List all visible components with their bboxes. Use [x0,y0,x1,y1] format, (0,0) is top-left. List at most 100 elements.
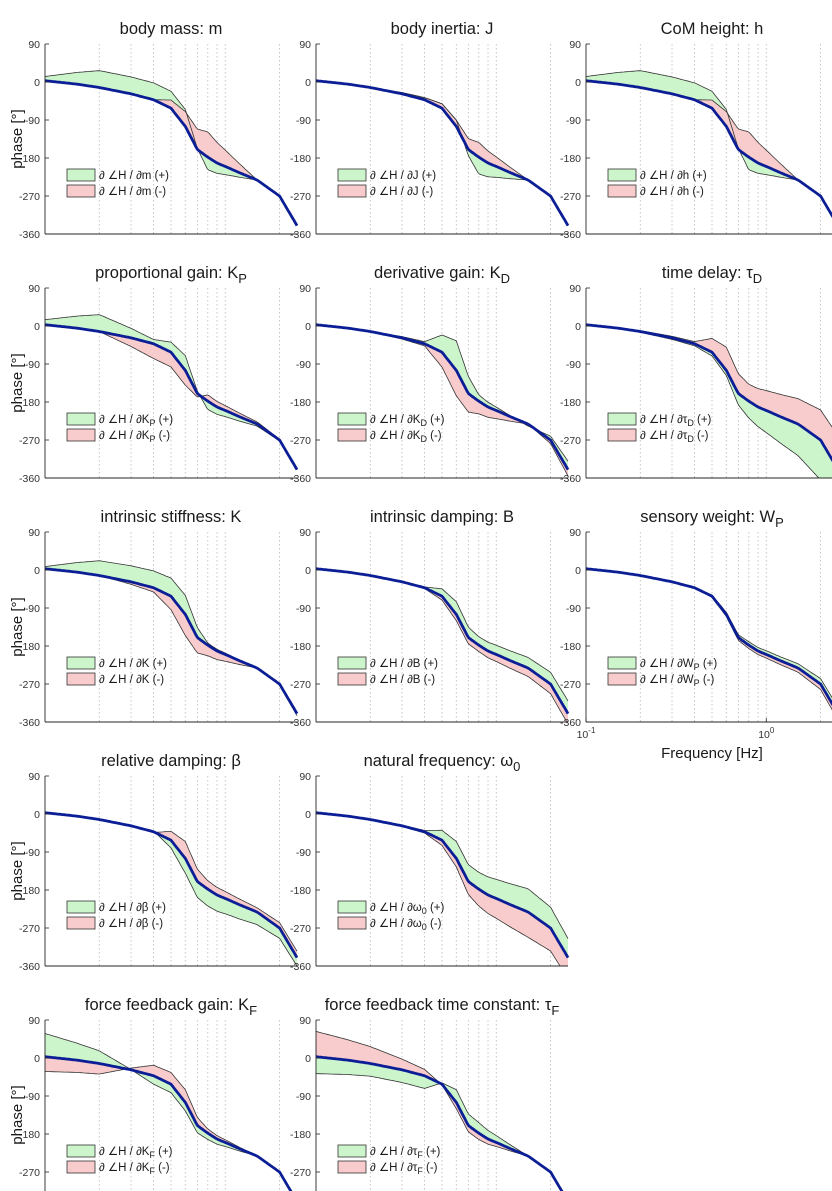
panel-8: intrinsic damping: B 90 0 -90 -180 -270 -360 ∂ … [290,508,570,729]
legend-label-minus: ∂ ∠H / ∂ω0 (-) [370,918,442,932]
legend-tail: (-) [155,1162,170,1174]
legend-swatch-plus [66,900,96,914]
legend-subscript: D [687,418,694,428]
nominal-phase-line [44,79,299,227]
legend-tail: (+) [427,414,445,426]
panel-title: time delay: τD [662,264,762,286]
legend-swatch-plus [337,656,367,670]
legend-label-minus: ∂ ∠H / ∂τD (-) [640,430,709,444]
legend-swatch-plus [337,412,367,426]
legend-swatch-minus [337,184,367,198]
legend-text: ∂ ∠H / ∂ω [370,902,422,914]
y-tick-label: -90 [296,359,311,371]
legend-swatch-plus [607,168,637,182]
plus-band [586,70,832,216]
y-tick-label: 0 [305,1053,311,1065]
legend-subscript: F [149,1150,155,1160]
legend-swatch-minus [66,184,96,198]
y-tick-label: -180 [560,641,581,653]
nominal-phase-line [44,1055,293,1191]
y-tick-label: 90 [299,1015,311,1027]
y-tick-label: 0 [305,809,311,821]
minus-band [45,1056,291,1191]
legend-text: ∂ ∠H / ∂J (+) [370,170,436,182]
legend-swatch-minus [66,1160,96,1174]
nominal-phase-line [44,567,299,715]
legend-label-minus: ∂ ∠H / ∂KP (-) [99,430,170,444]
y-tick-label: 0 [575,77,581,89]
panel-title-text: intrinsic damping: B [370,508,514,526]
panel-title: sensory weight: WP [640,508,783,530]
legend-text: ∂ ∠H / ∂B (+) [370,658,438,670]
y-tick-label: -360 [560,717,581,729]
plus-band [586,324,832,478]
legend-tail: (+) [694,414,712,426]
legend-text: ∂ ∠H / ∂K (+) [99,658,167,670]
legend-label-plus: ∂ ∠H / ∂ω0 (+) [370,902,445,916]
nominal-phase-line [585,567,832,707]
y-tick-label: -270 [290,191,311,203]
y-tick-label: -180 [290,1129,311,1141]
y-tick-label: 90 [299,39,311,51]
y-tick-label: 90 [28,771,40,783]
legend-subscript: F [417,1166,423,1176]
legend-text: ∂ ∠H / ∂J (-) [370,186,433,198]
legend-label-plus: ∂ ∠H / ∂K (+) [99,658,167,670]
panel-title: force feedback gain: KF [85,996,257,1018]
y-tick-label: 90 [28,527,40,539]
y-tick-label: -360 [19,473,40,485]
y-tick-label: 0 [34,565,40,577]
legend-swatch-plus [66,168,96,182]
x-tick-base: 10 [758,729,770,741]
legend-text: ∂ ∠H / ∂W [640,658,694,670]
legend-swatch-minus [607,184,637,198]
y-tick-label: -180 [290,641,311,653]
legend-swatch-minus [337,672,367,686]
legend-subscript: P [149,434,155,444]
y-tick-label: -180 [560,397,581,409]
y-tick-label: -270 [19,923,40,935]
y-axis-label: phase [°] [9,353,26,412]
x-tick-exponent: -1 [588,726,596,735]
legend-text: ∂ ∠H / ∂β (+) [99,902,166,914]
x-tick-base: 10 [577,729,589,741]
panel-title-text: time delay: τ [662,264,753,282]
y-axis-label: phase [°] [9,109,26,168]
plus-band [45,1033,291,1191]
legend-swatch-plus [66,1144,96,1158]
y-tick-label: -90 [25,1091,40,1103]
y-tick-label: 0 [34,321,40,333]
legend-text: ∂ ∠H / ∂h (-) [640,186,704,198]
legend-label-plus: ∂ ∠H / ∂τD (+) [640,414,712,428]
panel-title-text: natural frequency: ω [364,752,514,770]
legend-text: ∂ ∠H / ∂τ [370,1146,418,1158]
y-tick-label: -90 [25,359,40,371]
y-tick-label: -360 [19,961,40,973]
minus-band [586,80,832,216]
plus-band [586,568,832,704]
panel-13: force feedback time constant: τ F 90 0 -90 -1… [290,996,564,1191]
panel-title: relative damping: β [101,752,241,770]
legend-text: ∂ ∠H / ∂K [99,1146,150,1158]
x-axis-label: Frequency [Hz] [661,745,763,762]
panel-title-subscript: D [501,271,510,286]
legend-text: ∂ ∠H / ∂K [99,414,150,426]
legend-swatch-plus [337,1144,367,1158]
y-tick-label: -90 [296,1091,311,1103]
legend-tail: (+) [155,1146,173,1158]
nominal-phase-line [315,79,570,227]
minus-band [316,812,568,966]
legend-subscript: P [694,678,700,688]
panel-title: intrinsic damping: B [370,508,514,526]
y-tick-label: -270 [19,1167,40,1179]
legend-label-plus: ∂ ∠H / ∂KD (+) [370,414,445,428]
legend-swatch-minus [66,916,96,930]
legend-subscript: P [149,418,155,428]
y-tick-label: -90 [25,847,40,859]
panel-title: proportional gain: KP [95,264,247,286]
panel-title-text: force feedback time constant: τ [325,996,552,1014]
plus-band [45,812,297,966]
legend-tail: (+) [423,1146,441,1158]
legend-tail: (-) [427,918,442,930]
